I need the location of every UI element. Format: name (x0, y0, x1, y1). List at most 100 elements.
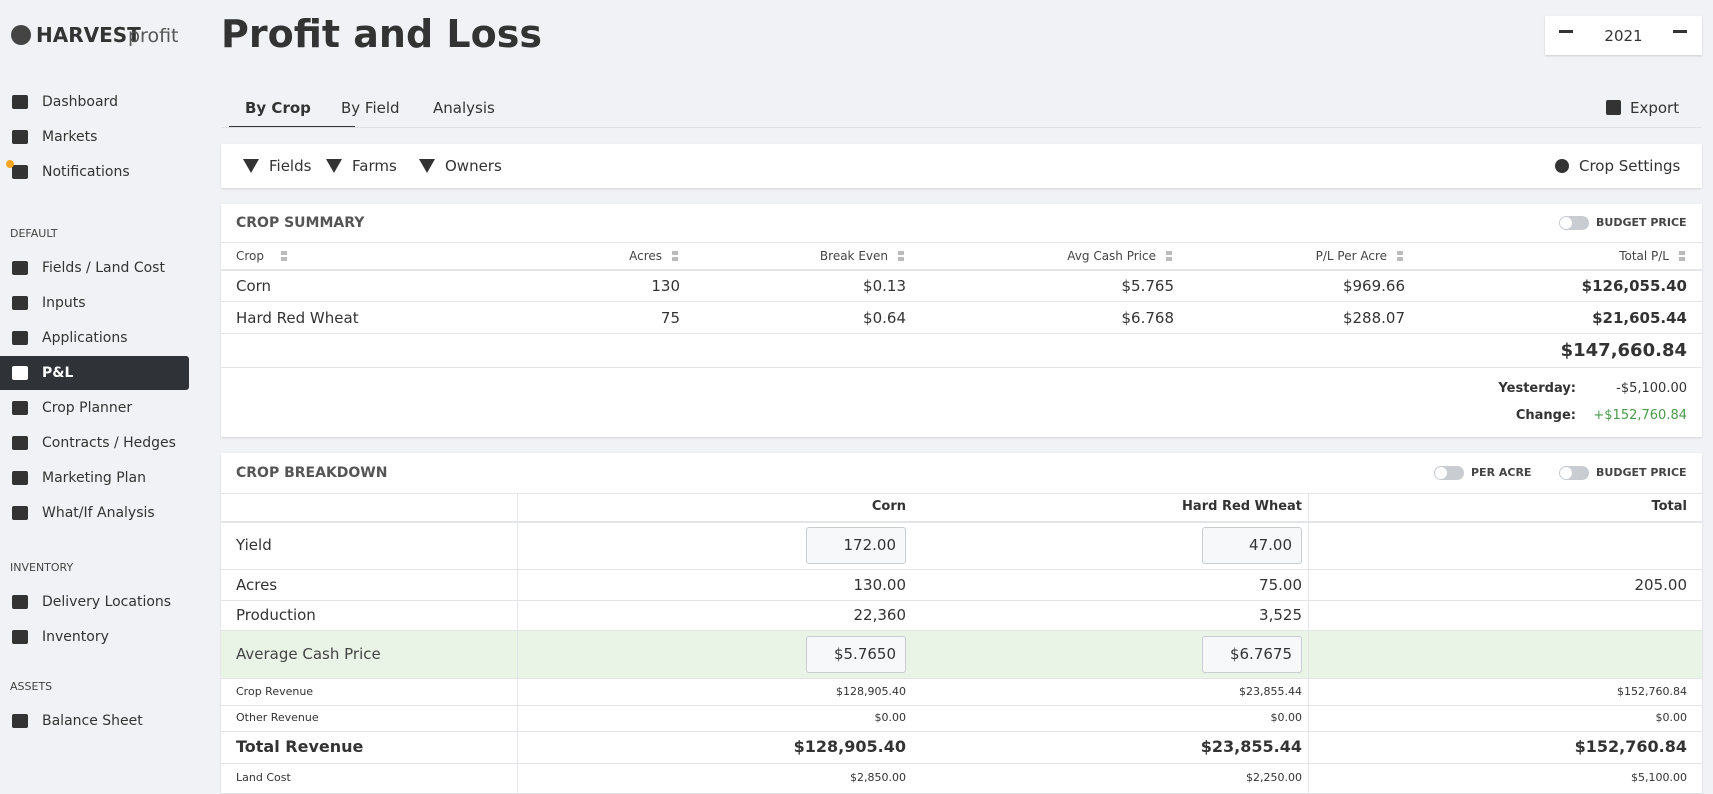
cell: 130.00 (853, 575, 907, 594)
row-highlight (221, 631, 1702, 678)
nav-icon (12, 401, 28, 415)
column-header[interactable]: P/L Per Acre (1315, 249, 1387, 263)
cell: $23,855.44 (1200, 737, 1302, 756)
rule (221, 333, 1702, 334)
filter[interactable]: Fields (269, 157, 312, 175)
brand-suffix: profit (128, 25, 179, 47)
input-value: 47.00 (1249, 536, 1292, 554)
nav-icon (12, 714, 28, 728)
year-picker: 2021 (1545, 16, 1702, 55)
cell: 205.00 (1634, 575, 1688, 594)
nav-item[interactable]: Inputs (42, 295, 86, 311)
nav-icon (12, 630, 28, 644)
tab[interactable]: By Field (341, 99, 400, 117)
cell: 75.00 (1259, 575, 1302, 594)
nav-item[interactable]: P&L (42, 365, 74, 381)
row-label: Average Cash Price (236, 645, 381, 663)
rule (221, 678, 1702, 679)
cell: $152,760.84 (1617, 684, 1687, 698)
cell: 3,525 (1259, 606, 1302, 624)
input-box[interactable] (806, 527, 906, 564)
cell: $2,250.00 (1246, 771, 1302, 784)
nav-icon (12, 95, 28, 109)
nav-item[interactable]: Marketing Plan (42, 470, 147, 486)
nav-item[interactable]: Notifications (42, 164, 130, 180)
nav-section-title: INVENTORY (10, 561, 74, 574)
sort-icon (898, 251, 904, 261)
tab[interactable]: By Crop (245, 99, 311, 117)
nav-icon (12, 436, 28, 450)
toggle-label: BUDGET PRICE (1596, 466, 1687, 479)
nav-item[interactable]: Delivery Locations (42, 594, 172, 610)
rule (221, 763, 1702, 764)
rule (221, 301, 1702, 302)
nav-icon (12, 471, 28, 485)
column-header: Total (1651, 499, 1687, 514)
row-label: Total Revenue (236, 737, 364, 756)
nav-item[interactable]: Contracts / Hedges (42, 435, 176, 451)
cell: 75 (660, 309, 680, 327)
cell: $21,605.44 (1592, 309, 1687, 327)
cell: $0.00 (874, 711, 907, 724)
nav-item[interactable]: Markets (42, 129, 98, 145)
nav-icon (12, 331, 28, 345)
change-value: +$152,760.84 (1593, 408, 1687, 423)
cell: Corn (236, 277, 272, 295)
column-header[interactable]: Break Even (819, 249, 888, 263)
export-button[interactable]: Export (1630, 99, 1680, 117)
cell: $6.768 (1121, 309, 1175, 327)
column-header: Hard Red Wheat (1182, 499, 1302, 514)
nav-item[interactable]: Dashboard (42, 94, 118, 110)
active-nav-bg (0, 356, 189, 390)
rule (221, 269, 1702, 271)
tab[interactable]: Analysis (433, 99, 495, 117)
filter-icon (243, 159, 259, 173)
brand-name: HARVEST (36, 23, 141, 47)
cell: $288.07 (1342, 309, 1405, 327)
tabs-rule (221, 127, 1702, 128)
toggle[interactable] (1559, 466, 1589, 480)
sort-icon (1397, 251, 1403, 261)
logo-icon (11, 25, 31, 45)
page: HARVEST profit Dashboard Markets Notificatio… (0, 12, 1702, 794)
input-box[interactable] (806, 636, 906, 673)
nav-item[interactable]: Applications (42, 330, 128, 346)
filter[interactable]: Farms (352, 157, 397, 175)
filter-icon (326, 159, 342, 173)
nav-item[interactable]: Balance Sheet (42, 713, 143, 729)
toggle[interactable] (1434, 466, 1464, 480)
column-header[interactable]: Avg Cash Price (1067, 249, 1156, 263)
card-title: CROP BREAKDOWN (236, 465, 388, 481)
cell: Hard Red Wheat (236, 309, 359, 327)
col-divider (517, 494, 518, 794)
prev-year[interactable] (1559, 30, 1573, 33)
filter-bar: Fields Farms Owners Crop Settings (221, 144, 1702, 188)
settings-icon (1555, 159, 1569, 173)
nav-icon (12, 165, 28, 179)
column-header[interactable]: Total P/L (1619, 249, 1669, 263)
nav-item[interactable]: Inventory (42, 629, 109, 645)
toggle[interactable] (1559, 216, 1589, 230)
next-year[interactable] (1673, 30, 1687, 33)
rule (221, 600, 1702, 601)
nav-item[interactable]: Crop Planner (42, 400, 133, 416)
rule (221, 367, 1702, 368)
sort-icon (672, 251, 678, 261)
toggle-label: BUDGET PRICE (1596, 216, 1687, 229)
nav-item[interactable]: What/If Analysis (42, 505, 155, 521)
cell: $0.00 (1270, 711, 1303, 724)
cell: $128,905.40 (836, 684, 906, 698)
nav-icon (12, 506, 28, 520)
nav-icon (12, 595, 28, 609)
filter[interactable]: Owners (445, 157, 502, 175)
nav-item[interactable]: Fields / Land Cost (42, 260, 165, 276)
crop-settings[interactable]: Crop Settings (1579, 157, 1681, 175)
column-header[interactable]: Acres (629, 249, 662, 263)
page-title: Profit and Loss (221, 12, 542, 56)
change-label: Change: (1515, 408, 1576, 423)
input-box[interactable] (1202, 636, 1302, 673)
column-header[interactable]: Crop (236, 249, 265, 263)
input-box[interactable] (1202, 527, 1302, 564)
cell: $0.13 (863, 277, 906, 295)
nav-icon (12, 296, 28, 310)
